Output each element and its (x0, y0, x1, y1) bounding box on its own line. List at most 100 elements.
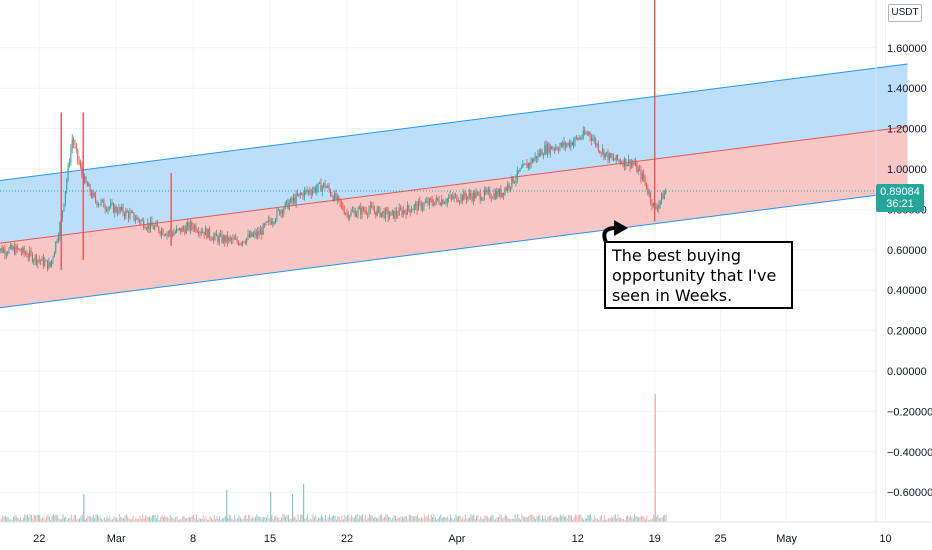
candle-body (248, 234, 250, 238)
volume-bar (220, 519, 222, 522)
candle-body (27, 256, 29, 258)
candle-body (428, 198, 430, 205)
time-axis[interactable]: 22 Mar 8 15 22 Apr 12 19 25 May 10 (33, 533, 891, 545)
candle-body (97, 204, 99, 206)
volume-bar (281, 517, 282, 522)
candle-body (290, 198, 292, 203)
candle-body (393, 210, 395, 219)
candle-body (237, 242, 239, 245)
candle-body (239, 243, 241, 245)
time-tick-label: 10 (879, 533, 891, 545)
volume-bar (318, 517, 320, 522)
volume-bar (22, 517, 24, 522)
volume-bar (32, 518, 34, 522)
volume-bar (577, 514, 579, 522)
volume-bar (73, 515, 75, 522)
volume-bar (393, 515, 395, 522)
candle-body (334, 192, 336, 201)
candle-body (268, 219, 270, 222)
volume-bar (466, 518, 468, 522)
candle-body (187, 222, 189, 227)
volume-bar (521, 514, 523, 522)
volume-bar (653, 514, 655, 522)
volume-bar (440, 514, 442, 522)
volume-bar (573, 516, 575, 522)
currency-badge[interactable]: USDT (888, 4, 922, 22)
candle-body (26, 254, 28, 257)
volume-bar (432, 517, 434, 522)
volume-bar (575, 514, 576, 522)
volume-bar (275, 515, 277, 522)
candle-body (100, 200, 102, 205)
volume-bar (263, 516, 265, 522)
volume-bar (614, 514, 616, 522)
candle-body (405, 211, 407, 215)
volume-bar (632, 518, 634, 522)
candle-body (621, 162, 623, 164)
volume-bar (90, 516, 91, 522)
candle-body (379, 207, 381, 217)
candle-body (22, 247, 24, 253)
volume-bar (640, 515, 642, 522)
candle-body (196, 231, 198, 233)
candle-body (628, 159, 630, 165)
candle-body (661, 193, 663, 201)
volume-bar (340, 519, 342, 522)
candle-body (302, 193, 304, 197)
volume-bar (201, 519, 203, 522)
volume-bar (487, 516, 489, 522)
volume-bar (286, 514, 288, 522)
candle-body (416, 203, 418, 211)
volume-bar (85, 518, 87, 522)
candle-body (25, 252, 27, 255)
candle-body (313, 187, 315, 191)
volume-bar (348, 514, 350, 522)
volume-bar (308, 519, 310, 522)
volume-bar (395, 515, 396, 522)
volume-bar (323, 519, 325, 522)
candle-body (132, 212, 134, 214)
candle-body (634, 162, 636, 165)
candle-body (433, 203, 435, 206)
candle-body (195, 225, 197, 232)
candle-body (70, 148, 72, 163)
volume-bar (484, 516, 486, 522)
candle-body (29, 250, 31, 258)
volume-bar (298, 519, 300, 522)
volume-bar (495, 518, 497, 522)
candle-body (225, 235, 227, 242)
candle-body (156, 223, 158, 227)
candle-body (483, 189, 485, 198)
candle-body (364, 210, 366, 212)
volume-bar (419, 518, 421, 522)
candle-body (450, 195, 452, 197)
volume-bar (322, 516, 324, 522)
volume-bar (410, 514, 412, 522)
candle-body (214, 233, 216, 237)
candle-body (431, 199, 433, 204)
volume-bar (661, 517, 663, 522)
volume-bar (20, 517, 21, 522)
volume-bar (87, 515, 89, 522)
volume-bar (559, 514, 561, 522)
candle-body (505, 188, 507, 190)
candle-body (346, 213, 348, 215)
candle-body (130, 212, 132, 214)
volume-bar (656, 516, 657, 522)
price-axis[interactable]: 1.600001.400001.200001.000000.800000.600… (887, 43, 932, 499)
volume-bar (553, 517, 554, 522)
annotation-callout[interactable]: The best buying opportunity that I've se… (604, 241, 793, 309)
candle-body (444, 202, 446, 204)
candle-body (288, 202, 290, 209)
candle-body (12, 247, 14, 250)
volume-bar (300, 514, 302, 522)
volume-bar (105, 519, 107, 522)
volume-bar (566, 518, 568, 522)
volume-bar (59, 519, 61, 522)
volume-bar (621, 519, 623, 522)
candle-body (329, 190, 331, 195)
volume-bar (230, 515, 232, 522)
candle-body (299, 193, 301, 195)
volume-bar (197, 519, 199, 522)
candle-body (233, 238, 235, 240)
